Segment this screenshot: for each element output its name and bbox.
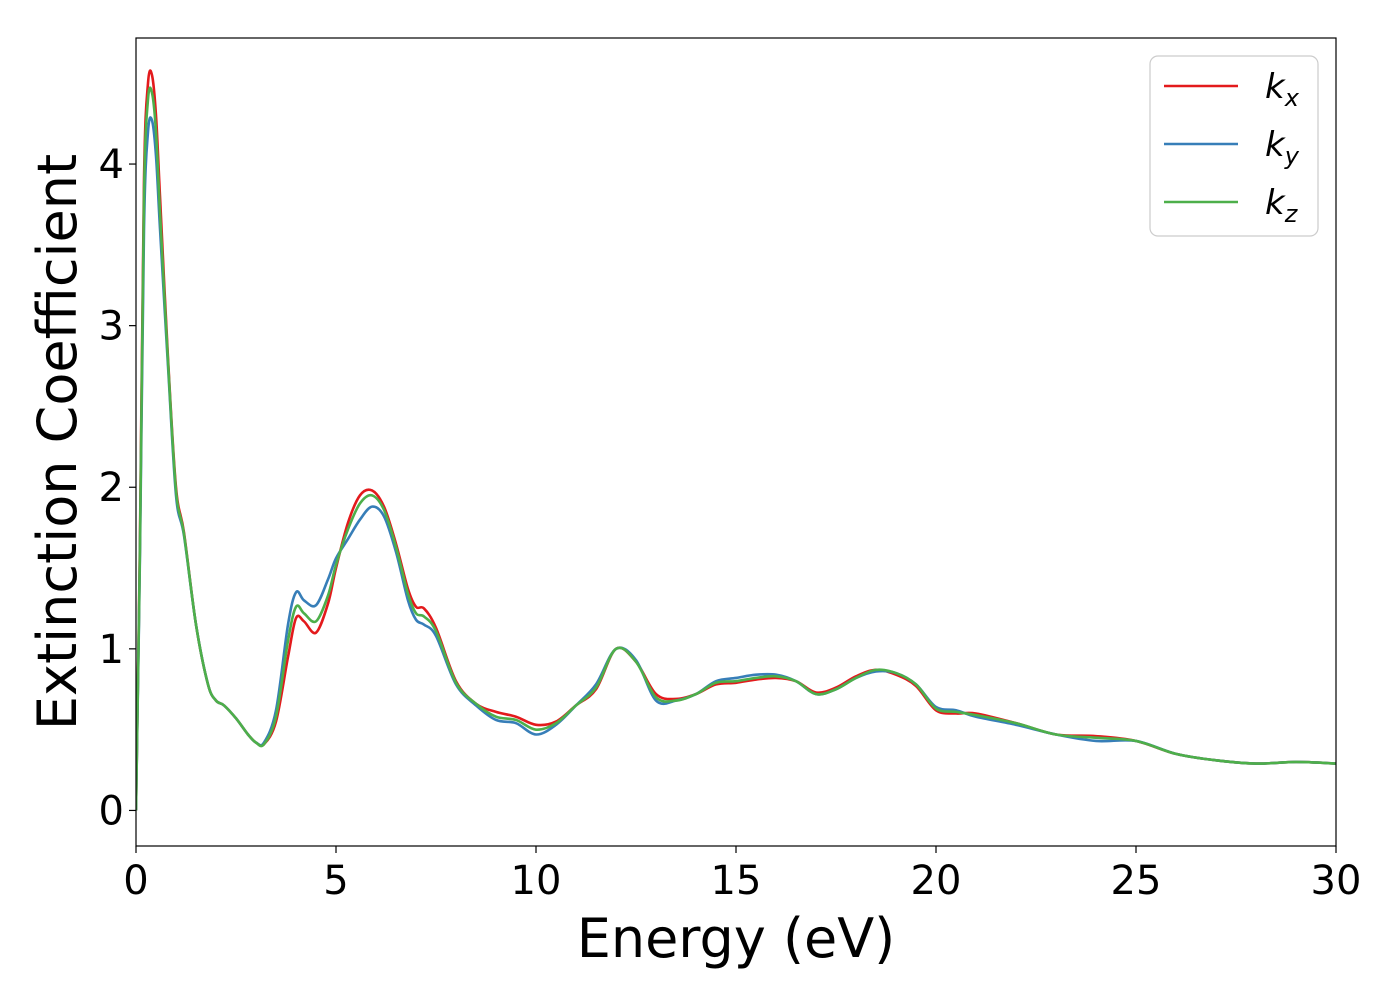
legend-box xyxy=(1149,55,1319,237)
series-layer xyxy=(136,69,1336,811)
x-tick-label: 10 xyxy=(511,858,562,904)
y-tick-label: 4 xyxy=(99,142,124,188)
x-tick-label: 0 xyxy=(123,858,148,904)
y-tick-label: 0 xyxy=(99,788,124,834)
x-tick-label: 15 xyxy=(711,858,762,904)
legend-label-kx: kx xyxy=(1265,67,1300,112)
y-tick-label: 1 xyxy=(99,627,124,673)
y-axis-label: Extinction Coefficient xyxy=(26,154,89,730)
x-tick-label: 20 xyxy=(911,858,962,904)
x-axis-label: Energy (eV) xyxy=(577,907,896,970)
legend: kx ky kz xyxy=(1149,55,1319,237)
y-tick-label: 2 xyxy=(99,465,124,511)
x-axis-ticks: 0 5 10 15 20 25 30 xyxy=(123,846,1361,904)
series-line-kz xyxy=(136,86,1336,811)
legend-items: kx ky kz xyxy=(1164,67,1300,228)
y-axis-ticks: 0 1 2 3 4 xyxy=(99,142,136,834)
x-tick-label: 25 xyxy=(1111,858,1162,904)
x-tick-label: 30 xyxy=(1311,858,1362,904)
legend-label-ky: ky xyxy=(1265,125,1300,170)
legend-label-kz: kz xyxy=(1265,183,1299,228)
x-tick-label: 5 xyxy=(323,858,348,904)
y-tick-label: 3 xyxy=(99,304,124,350)
